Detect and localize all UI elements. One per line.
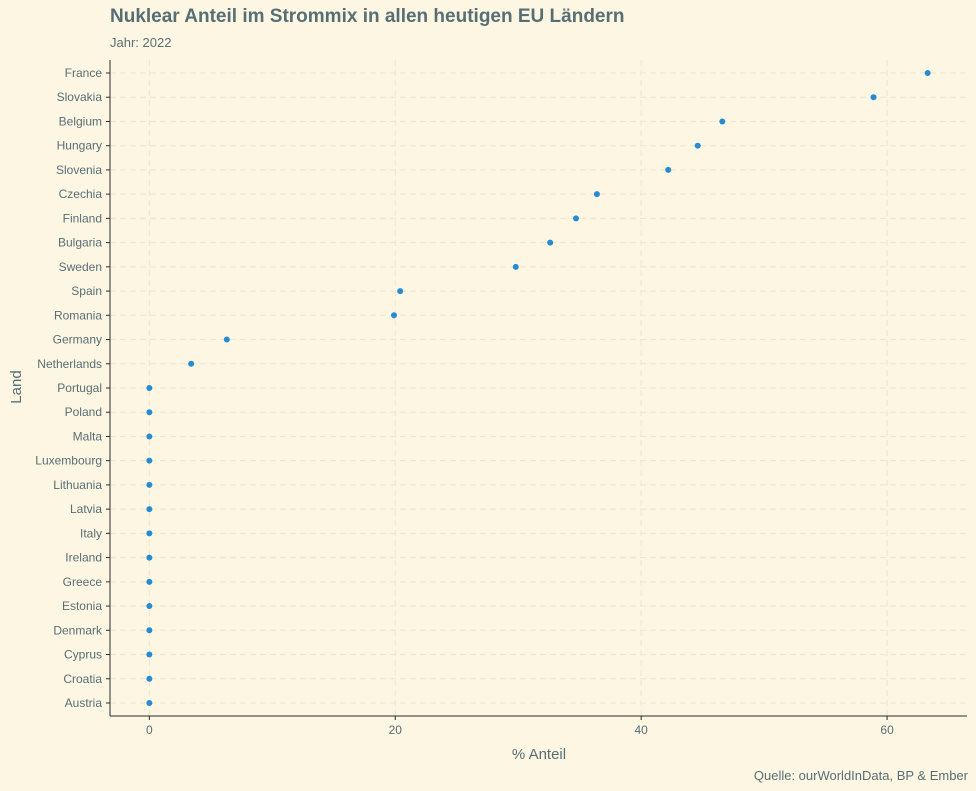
y-tick-label-hungary: Hungary bbox=[57, 139, 102, 153]
chart-subtitle: Jahr: 2022 bbox=[110, 35, 172, 50]
x-axis-title: % Anteil bbox=[512, 746, 566, 763]
y-tick-label-czechia: Czechia bbox=[59, 187, 103, 201]
y-tick-label-germany: Germany bbox=[53, 333, 102, 347]
y-tick-label-greece: Greece bbox=[63, 575, 103, 589]
data-point-italy bbox=[146, 530, 153, 537]
data-point-germany bbox=[223, 336, 230, 343]
data-point-croatia bbox=[146, 675, 153, 682]
data-points bbox=[146, 70, 931, 706]
data-point-ireland bbox=[146, 554, 153, 561]
data-point-slovenia bbox=[665, 166, 672, 173]
data-point-latvia bbox=[146, 506, 153, 513]
data-point-lithuania bbox=[146, 481, 153, 488]
data-point-malta bbox=[146, 433, 153, 440]
y-tick-label-latvia: Latvia bbox=[70, 502, 102, 516]
y-tick-label-slovakia: Slovakia bbox=[57, 90, 103, 104]
data-point-france bbox=[924, 70, 931, 76]
data-point-netherlands bbox=[188, 360, 195, 367]
y-tick-label-luxembourg: Luxembourg bbox=[35, 454, 102, 468]
y-tick-label-croatia: Croatia bbox=[63, 672, 102, 686]
y-tick-label-slovenia: Slovenia bbox=[56, 163, 102, 177]
data-point-romania bbox=[391, 312, 398, 319]
y-tick-label-austria: Austria bbox=[65, 696, 103, 710]
data-point-portugal bbox=[146, 384, 153, 391]
grid-lines bbox=[110, 60, 967, 716]
data-point-slovakia bbox=[870, 94, 877, 101]
data-point-austria bbox=[146, 699, 153, 706]
y-tick-label-poland: Poland bbox=[65, 405, 102, 419]
y-tick-label-denmark: Denmark bbox=[53, 623, 103, 637]
data-point-bulgaria bbox=[547, 239, 554, 246]
y-tick-label-belgium: Belgium bbox=[59, 114, 102, 128]
data-point-czechia bbox=[593, 191, 600, 198]
x-tick-label: 60 bbox=[880, 723, 894, 737]
data-point-estonia bbox=[146, 603, 153, 610]
data-point-spain bbox=[397, 288, 404, 295]
x-tick-label: 20 bbox=[389, 723, 403, 737]
data-point-belgium bbox=[719, 118, 726, 125]
y-tick-label-malta: Malta bbox=[73, 429, 103, 443]
y-tick-label-italy: Italy bbox=[80, 526, 102, 540]
data-point-poland bbox=[146, 409, 153, 416]
y-tick-label-france: France bbox=[65, 66, 103, 80]
source-caption: Quelle: ourWorldInData, BP & Ember bbox=[753, 768, 968, 783]
y-tick-label-ireland: Ireland bbox=[65, 551, 102, 565]
data-point-sweden bbox=[512, 263, 519, 270]
y-tick-labels: France Slovakia Belgium Hungary Slovenia Czec… bbox=[35, 66, 110, 710]
y-tick-label-spain: Spain bbox=[71, 284, 102, 298]
x-tick-labels: 0 20 40 60 bbox=[146, 716, 894, 737]
data-point-finland bbox=[573, 215, 580, 222]
y-tick-label-portugal: Portugal bbox=[57, 381, 102, 395]
x-tick-label: 0 bbox=[146, 723, 153, 737]
y-tick-label-bulgaria: Bulgaria bbox=[58, 236, 102, 250]
data-point-denmark bbox=[146, 627, 153, 634]
axes bbox=[109, 60, 967, 717]
y-tick-label-finland: Finland bbox=[63, 211, 102, 225]
data-point-greece bbox=[146, 578, 153, 585]
y-axis-title: Land bbox=[8, 370, 25, 403]
data-point-hungary bbox=[694, 142, 701, 149]
y-tick-label-lithuania: Lithuania bbox=[53, 478, 102, 492]
x-tick-label: 40 bbox=[634, 723, 648, 737]
y-tick-label-romania: Romania bbox=[54, 308, 102, 322]
y-tick-label-netherlands: Netherlands bbox=[37, 357, 102, 371]
y-tick-label-estonia: Estonia bbox=[62, 599, 102, 613]
y-tick-label-sweden: Sweden bbox=[59, 260, 102, 274]
chart-title: Nuklear Anteil im Strommix in allen heut… bbox=[110, 6, 625, 27]
y-tick-label-cyprus: Cyprus bbox=[64, 648, 102, 662]
data-point-cyprus bbox=[146, 651, 153, 658]
data-point-luxembourg bbox=[146, 457, 153, 464]
